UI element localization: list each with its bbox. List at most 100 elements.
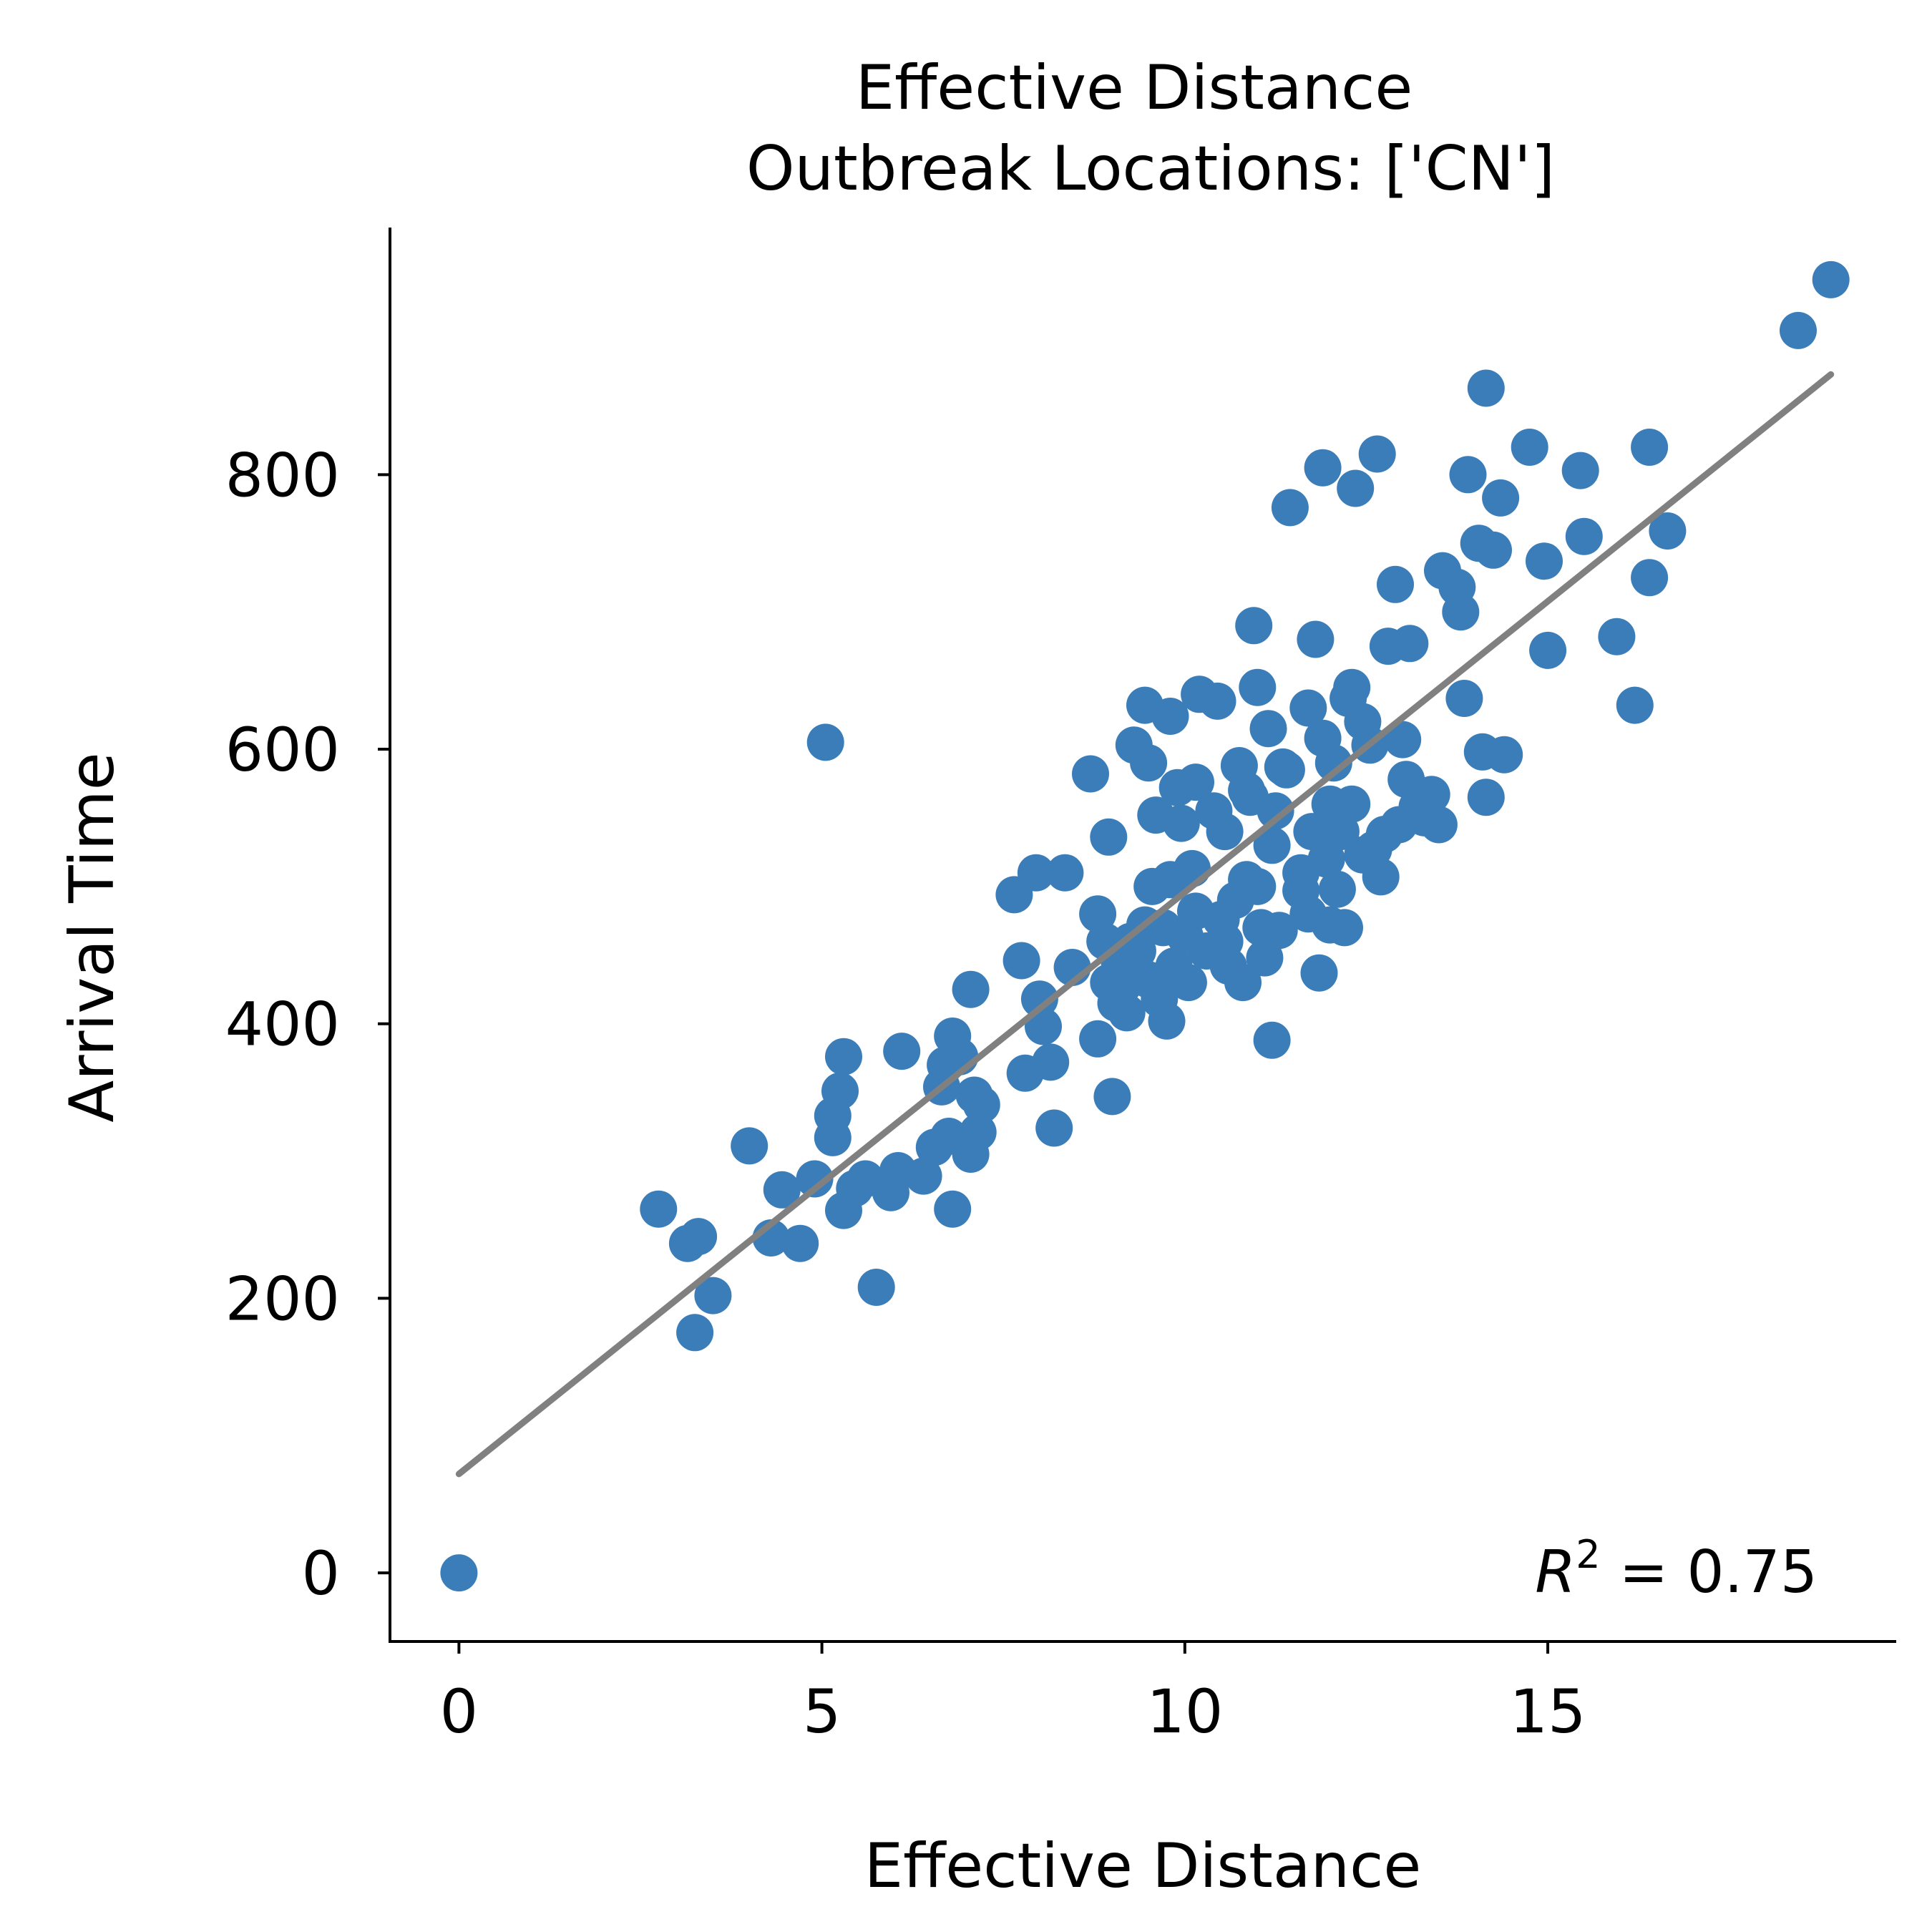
data-point-111 <box>1333 668 1371 706</box>
data-point-39 <box>1017 854 1055 892</box>
data-point-1 <box>640 1190 678 1228</box>
y-tick-label-600: 600 <box>225 715 340 785</box>
data-point-134 <box>1467 779 1505 816</box>
data-point-3 <box>680 1218 718 1256</box>
data-point-150 <box>1467 369 1505 407</box>
data-point-141 <box>1561 452 1599 489</box>
data-point-37 <box>1002 942 1040 980</box>
data-point-145 <box>1631 429 1669 466</box>
r-squared-value: = 0.75 <box>1601 1538 1818 1606</box>
data-point-135 <box>1475 531 1512 569</box>
chart-title: Effective Distance Outbreak Locations: [… <box>746 52 1555 205</box>
data-point-140 <box>1529 631 1567 669</box>
data-point-88 <box>1235 607 1273 645</box>
y-tick-label-400: 400 <box>225 990 340 1060</box>
data-point-102 <box>1297 620 1335 658</box>
data-point-115 <box>1358 435 1396 473</box>
data-point-100 <box>1289 689 1327 727</box>
data-point-50 <box>1090 818 1128 856</box>
x-tick-label-0: 0 <box>440 1677 478 1747</box>
data-point-101 <box>1293 813 1331 851</box>
data-point-137 <box>1485 736 1523 774</box>
data-point-44 <box>1046 854 1084 892</box>
data-point-94 <box>1253 826 1291 864</box>
data-point-107 <box>1314 744 1352 782</box>
data-point-149 <box>1812 260 1850 298</box>
data-point-148 <box>1780 311 1817 349</box>
data-point-163 <box>1398 788 1436 826</box>
data-point-5 <box>694 1277 732 1314</box>
data-point-138 <box>1511 429 1548 466</box>
data-point-19 <box>857 1269 895 1306</box>
y-ticks: 0 200 400 600 800 <box>225 440 390 1609</box>
data-point-11 <box>806 723 844 761</box>
data-point-123 <box>1391 625 1429 663</box>
data-point-10 <box>796 1160 834 1198</box>
data-point-0 <box>440 1554 478 1592</box>
data-point-108 <box>1318 870 1356 908</box>
data-point-164 <box>1228 771 1266 809</box>
r-squared-annotation: R2 = 0.75 <box>1535 1532 1818 1606</box>
y-axis-label: Arrival Time <box>57 752 128 1122</box>
data-point-74 <box>1174 849 1211 887</box>
r-squared-symbol: R <box>1535 1538 1576 1606</box>
data-point-14 <box>821 1072 859 1110</box>
data-point-91 <box>1246 939 1284 977</box>
y-tick-label-200: 200 <box>225 1264 340 1334</box>
data-point-121 <box>1384 721 1422 758</box>
data-point-151 <box>1304 449 1342 487</box>
data-point-130 <box>1445 680 1483 717</box>
y-tick-label-800: 800 <box>225 440 340 510</box>
y-tick-label-0: 0 <box>302 1538 340 1609</box>
data-point-142 <box>1565 517 1603 555</box>
data-point-31 <box>952 970 990 1008</box>
data-point-29 <box>934 1190 972 1228</box>
data-point-153 <box>1333 785 1371 823</box>
x-axis-label: Effective Distance <box>864 1830 1422 1902</box>
data-point-103 <box>1300 954 1338 992</box>
data-point-112 <box>1337 469 1375 507</box>
data-point-73 <box>1169 964 1207 1002</box>
data-point-146 <box>1631 559 1669 597</box>
data-point-23 <box>904 1157 942 1195</box>
data-point-67 <box>1151 698 1189 735</box>
data-point-15 <box>825 1038 862 1075</box>
data-point-35 <box>962 1085 1000 1123</box>
data-point-136 <box>1482 479 1520 517</box>
data-point-4 <box>676 1314 714 1352</box>
data-point-154 <box>1282 854 1320 892</box>
data-point-75 <box>1177 763 1214 801</box>
data-point-139 <box>1526 542 1563 580</box>
data-point-158 <box>1206 922 1244 960</box>
x-ticks: 0 5 10 15 <box>440 1641 1586 1747</box>
data-point-96 <box>1260 912 1298 950</box>
data-point-60 <box>1130 744 1168 782</box>
fit-line <box>455 371 1835 1478</box>
data-point-55 <box>1108 994 1146 1032</box>
data-point-119 <box>1377 565 1414 603</box>
data-point-85 <box>1224 964 1262 1002</box>
data-point-165 <box>1267 751 1305 789</box>
data-point-22 <box>883 1033 921 1070</box>
data-point-155 <box>1177 892 1214 930</box>
data-point-95 <box>1257 792 1294 830</box>
chart-title-line-1: Effective Distance <box>856 52 1413 124</box>
data-point-66 <box>1148 1002 1186 1040</box>
data-point-144 <box>1616 686 1654 724</box>
data-point-98 <box>1271 489 1309 527</box>
data-point-40 <box>1020 980 1058 1018</box>
data-point-159 <box>1239 867 1277 905</box>
data-point-162 <box>1311 906 1349 944</box>
data-point-51 <box>1093 1078 1131 1116</box>
x-tick-label-10: 10 <box>1146 1677 1223 1747</box>
data-point-71 <box>1162 804 1200 842</box>
data-point-93 <box>1253 1021 1291 1059</box>
data-point-143 <box>1598 618 1636 655</box>
axes <box>389 228 1896 1643</box>
data-point-79 <box>1199 682 1236 720</box>
data-point-9 <box>781 1224 819 1262</box>
data-point-89 <box>1239 668 1277 706</box>
data-point-92 <box>1249 710 1287 748</box>
